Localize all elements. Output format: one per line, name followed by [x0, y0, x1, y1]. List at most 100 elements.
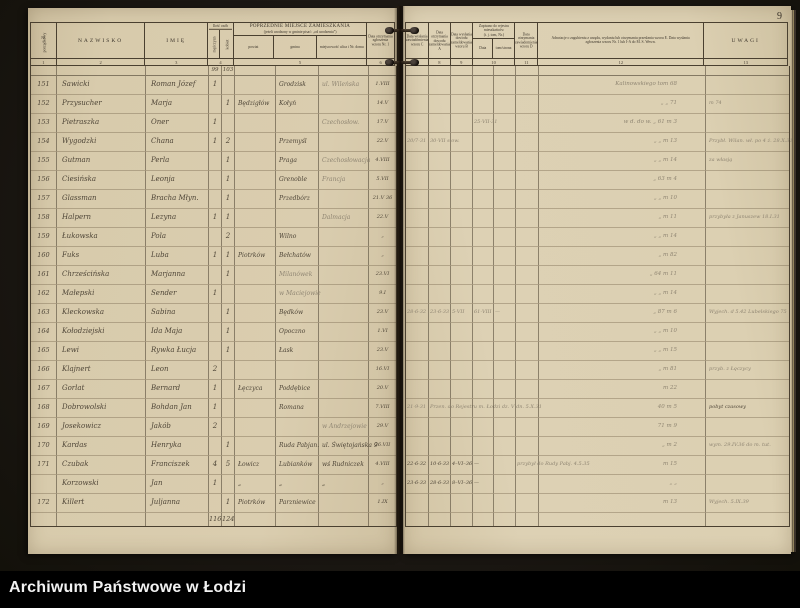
cell-c11 [516, 209, 539, 228]
ledger-row-162: „ „ m 14 [406, 285, 789, 304]
cell-c11 [516, 133, 539, 152]
col-header-rejestr-data: Data [473, 39, 494, 58]
cell-gmina [276, 361, 319, 380]
poprzednie-title-block: POPRZEDNIE MIEJSCE ZAMIESZKANIA (jeżeli … [233, 23, 367, 37]
cell-m: 1 [209, 285, 222, 304]
cell-f: 1 [222, 323, 235, 342]
col-header-adnotacje: Adnotacje o zagubieniu z urzędu, wydaniu… [538, 23, 705, 58]
cell-c8 [429, 380, 451, 399]
cell-imie: Lezyna [146, 209, 209, 228]
cell-data: 16.VI [369, 361, 396, 380]
ledger-row-158: „ m 11 przybyła z Januszew 18.I.31 [406, 209, 789, 228]
cell-c10b [494, 152, 516, 171]
col-nazwisko-label: NAZWISKO [77, 37, 124, 44]
mezczyzn-label: mężczyzn [211, 36, 217, 53]
column-number: 10 [473, 59, 516, 65]
col-header-nr: Nr. porządkowy [31, 23, 57, 58]
binding-knob-right [410, 59, 419, 66]
cell-no [31, 513, 57, 526]
cell-gmina: Grenoble [276, 171, 319, 190]
cell-gmina [276, 513, 319, 526]
cell-c11 [516, 190, 539, 209]
cell-adnot: Kalinowskiego tom 68 [539, 76, 706, 95]
cell-c11 [516, 513, 539, 526]
cell-c10a [473, 95, 494, 114]
cell-c11 [516, 66, 539, 76]
cell-c10a [473, 247, 494, 266]
cell-adnot: „ „ m 14 [539, 152, 706, 171]
cell-c10b [494, 342, 516, 361]
cell-imie: Juljanna [146, 494, 209, 513]
cell-naz: Chrześcińska [57, 266, 146, 285]
ledger-row-167: 167 Gorlat Bernard 1 Łęczyca Poddębice 20.V [31, 380, 396, 399]
cell-c10b [494, 228, 516, 247]
column-number: 6 [379, 60, 382, 65]
cell-c9 [451, 133, 473, 152]
cell-no: 161 [31, 266, 57, 285]
cell-uwagi [706, 380, 789, 399]
ledger-row-155: 155 Gutman Perla 1 Praga Czechosłowacja 4.VIII [31, 152, 396, 171]
cell-f [222, 76, 235, 95]
cell-naz: Łukowska [57, 228, 146, 247]
cell-gmina: Kołyń [276, 95, 319, 114]
cell-c9 [451, 361, 473, 380]
cell-miejsc: Dalmacja [319, 209, 369, 228]
ledger-row-164: „ „ m 10 [406, 323, 789, 342]
cell-data: 1.VIII [369, 76, 396, 95]
cell-powiat [235, 190, 276, 209]
cell-gmina: Ruda Pabjan. [276, 437, 319, 456]
cell-no: 156 [31, 171, 57, 190]
wzor-a-label: Data otrzymania dowodu zameldowania A [428, 29, 450, 51]
cell-adnot: „ „ m 10 [539, 190, 706, 209]
cell-c9 [451, 418, 473, 437]
cell-no: 170 [31, 437, 57, 456]
cell-c10a [473, 76, 494, 95]
cell-f: 1 [222, 304, 235, 323]
cell-miejsc [319, 228, 369, 247]
cell-powiat [235, 76, 276, 95]
ledger-row-158: 158 Halpern Lezyna 1 1 Dalmacja 22.V [31, 209, 396, 228]
cell-powiat [235, 437, 276, 456]
ilosc-osob-title: Ilość osób [209, 23, 232, 31]
cell-data: „ [369, 475, 396, 494]
cell-c8 [429, 437, 451, 456]
cell-naz: Czubak [57, 456, 146, 475]
cell-naz: Glassman [57, 190, 146, 209]
cell-powiat [235, 342, 276, 361]
cell-gmina: Grodzisk [276, 76, 319, 95]
cell-f: 2 [222, 133, 235, 152]
ledger-row: 99 103 [31, 66, 396, 76]
cell-f: 103 [222, 66, 235, 76]
cell-imie: Oner [146, 114, 209, 133]
cell-gmina: Przedbórz [276, 190, 319, 209]
col-header-mezczyzn: mężczyzn [208, 30, 221, 58]
cell-c10b [494, 247, 516, 266]
col-header-wzor-b: Data wysłania dowodu zameldowania wzoru … [451, 23, 473, 58]
cell-c7: 23·6·33 [406, 475, 429, 494]
cell-c7 [406, 247, 429, 266]
cell-miejsc [319, 247, 369, 266]
cell-f [222, 114, 235, 133]
table-header-left: Nr. porządkowy NAZWISKO IMIĘ Ilość osób … [30, 22, 395, 58]
ledger-row-169: 169 Josekowicz Jakób 2 w Andrzejowie 29.V [31, 418, 396, 437]
ledger-row-156: „ 63 m 4 [406, 171, 789, 190]
cell-c10a [473, 266, 494, 285]
cell-c10b [494, 190, 516, 209]
cell-no: 154 [31, 133, 57, 152]
cell-uwagi [706, 76, 789, 95]
cell-gmina: Łask [276, 342, 319, 361]
cell-c11 [516, 152, 539, 171]
cell-c7 [406, 171, 429, 190]
ledger-row-161: 161 Chrześcińska Marjanna 1 Milanówek 23.VI [31, 266, 396, 285]
cell-data: 7.VIII [369, 399, 396, 418]
cell-adnot: „ „ 71 [539, 95, 706, 114]
cell-m: 2 [209, 361, 222, 380]
column-number: 9 [451, 59, 473, 65]
ledger-row-169: 71 m 9 [406, 418, 789, 437]
cell-naz: Kołodziejski [57, 323, 146, 342]
ledger-row-170: „ m 2 wym. 29.IV.36 do m. tut. [406, 437, 789, 456]
cell-gmina: Wilno [276, 228, 319, 247]
cell-no: 159 [31, 228, 57, 247]
cell-m: 1 [209, 475, 222, 494]
